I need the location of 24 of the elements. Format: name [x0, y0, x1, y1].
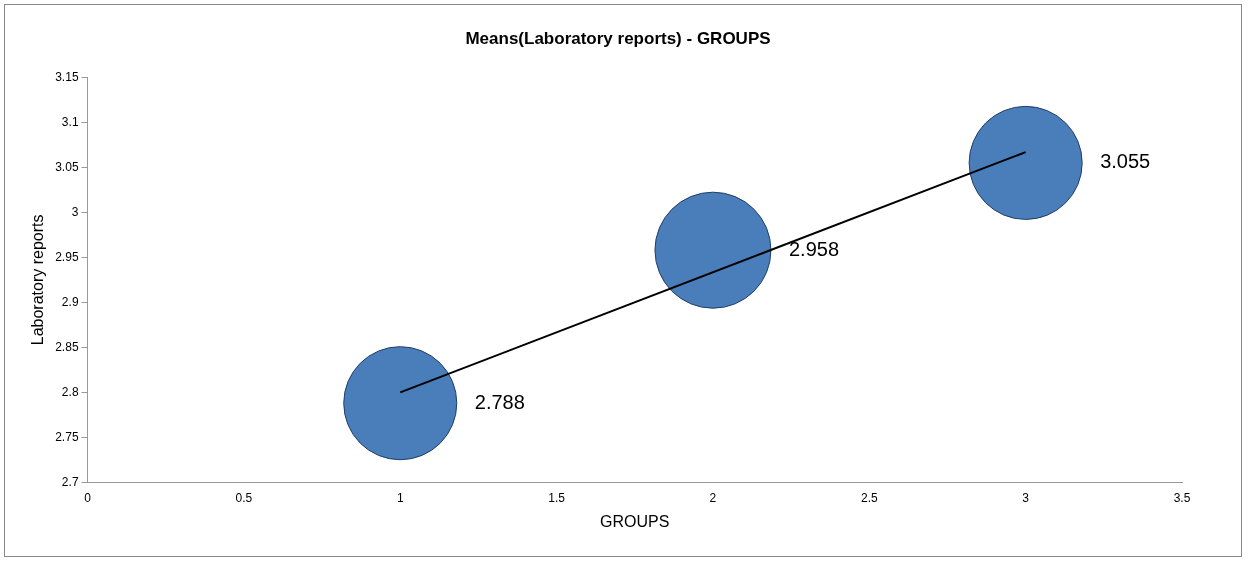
x-tick-label: 3 — [1022, 490, 1030, 505]
x-tick-label: 3.5 — [1173, 490, 1191, 505]
y-tick-label: 2.8 — [61, 384, 79, 399]
x-tick-label: 1 — [396, 490, 404, 505]
x-tick-label: 0 — [84, 490, 92, 505]
data-label: 2.958 — [788, 237, 840, 260]
x-tick-label: 0.5 — [235, 490, 253, 505]
y-tick-label: 3.15 — [55, 69, 79, 84]
y-tick-label: 2.7 — [61, 474, 79, 489]
y-tick-label: 3.05 — [55, 159, 79, 174]
y-axis-title: Laboratory reports — [29, 214, 47, 346]
y-tick-label: 3.1 — [61, 114, 79, 129]
data-label: 2.788 — [474, 390, 525, 413]
x-tick-label: 2.5 — [860, 490, 878, 505]
data-label: 3.055 — [1100, 150, 1151, 173]
x-tick-label: 1.5 — [548, 490, 566, 505]
y-tick-label: 3 — [71, 204, 79, 219]
y-tick-label: 2.85 — [55, 339, 79, 354]
y-tick-label: 2.75 — [55, 429, 79, 444]
y-tick-label: 2.9 — [61, 294, 79, 309]
x-tick-label: 2 — [709, 490, 717, 505]
x-axis-title: GROUPS — [600, 512, 670, 530]
y-tick-label: 2.95 — [55, 249, 79, 264]
chart-title: Means(Laboratory reports) - GROUPS — [465, 28, 771, 48]
